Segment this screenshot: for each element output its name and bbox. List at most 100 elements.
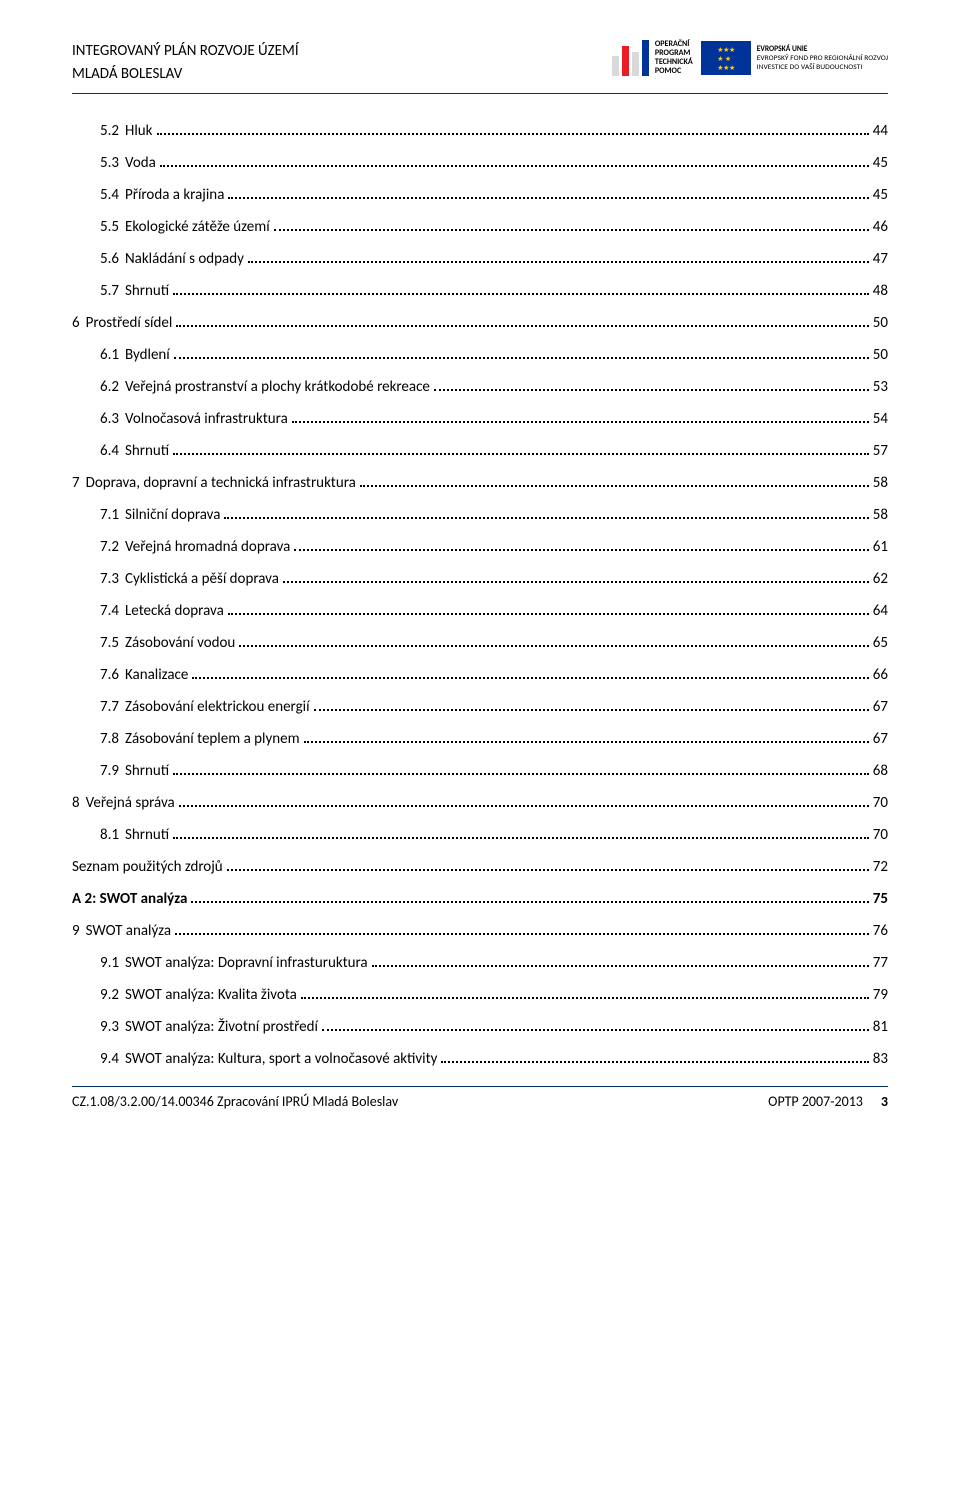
page-footer: CZ.1.08/3.2.00/14.00346 Zpracování IPRÚ … [72, 1093, 888, 1110]
toc-page: 50 [873, 346, 888, 364]
toc-leader-dots [176, 325, 868, 327]
toc-number: 7.9 [100, 762, 119, 780]
toc-leader-dots [160, 165, 869, 167]
toc-label: Doprava, dopravní a technická infrastruk… [86, 474, 356, 492]
toc-page: 76 [873, 922, 888, 940]
toc-row: 6.1 Bydlení 50 [72, 346, 888, 364]
toc-number: 5.5 [100, 218, 119, 236]
toc-leader-dots [179, 805, 869, 807]
toc-label: SWOT analýza: Kultura, sport a volnočaso… [125, 1050, 437, 1068]
toc-leader-dots [175, 933, 869, 935]
toc-label: Veřejná prostranství a plochy krátkodobé… [125, 378, 430, 396]
toc-number: 8.1 [100, 826, 119, 844]
toc-number: 7.1 [100, 506, 119, 524]
toc-page: 47 [873, 250, 888, 268]
toc-number: 6.2 [100, 378, 119, 396]
footer-page-number: 3 [881, 1093, 888, 1110]
toc-page: 50 [873, 314, 888, 332]
header-title-block: INTEGROVANÝ PLÁN ROZVOJE ÚZEMÍ MLADÁ BOL… [72, 40, 299, 85]
toc-row: 6Prostředí sídel50 [72, 314, 888, 332]
toc-row: 9SWOT analýza76 [72, 922, 888, 940]
toc-page: 45 [873, 186, 888, 204]
toc-label: Shrnutí [125, 282, 169, 300]
toc-page: 77 [873, 954, 888, 972]
toc-page: 44 [873, 122, 888, 140]
toc-leader-dots [228, 197, 868, 199]
toc-number: 7.8 [100, 730, 119, 748]
toc-page: 61 [873, 538, 888, 556]
footer-rule [72, 1086, 888, 1087]
footer-left: CZ.1.08/3.2.00/14.00346 Zpracování IPRÚ … [72, 1093, 398, 1110]
toc-row: Seznam použitých zdrojů72 [72, 858, 888, 876]
toc-label: SWOT analýza [86, 922, 171, 940]
toc-label: Zásobování teplem a plynem [125, 730, 300, 748]
toc-page: 58 [873, 506, 888, 524]
toc-leader-dots [441, 1061, 868, 1063]
eu-flag-icon: ★ ★ ★★ ★★ ★ ★ [701, 41, 751, 75]
toc-page: 70 [873, 826, 888, 844]
optp-logo: OPERAČNÍ PROGRAM TECHNICKÁ POMOC [612, 40, 693, 76]
toc-page: 81 [873, 1018, 888, 1036]
toc-number: 5.3 [100, 154, 119, 172]
toc-label: Hluk [125, 122, 153, 140]
toc-row: 9.3SWOT analýza: Životní prostředí81 [72, 1018, 888, 1036]
toc-leader-dots [322, 1029, 869, 1031]
toc-leader-dots [294, 549, 868, 551]
toc-leader-dots [191, 901, 868, 903]
toc-row: 7.8Zásobování teplem a plynem67 [72, 730, 888, 748]
toc-number: 7.5 [100, 634, 119, 652]
toc-row: 8.1 Shrnutí 70 [72, 826, 888, 844]
header-line1: INTEGROVANÝ PLÁN ROZVOJE ÚZEMÍ [72, 40, 299, 63]
toc-page: 62 [873, 570, 888, 588]
toc-row: 5.7Shrnutí48 [72, 282, 888, 300]
toc-page: 53 [873, 378, 888, 396]
toc-label: Shrnutí [125, 826, 169, 844]
toc-leader-dots [292, 421, 869, 423]
toc-row: 5.5Ekologické zátěže území46 [72, 218, 888, 236]
toc-row: 7Doprava, dopravní a technická infrastru… [72, 474, 888, 492]
toc-page: 48 [873, 282, 888, 300]
toc-row: 7.6Kanalizace66 [72, 666, 888, 684]
toc-leader-dots [360, 485, 869, 487]
toc-number: 5.6 [100, 250, 119, 268]
toc-page: 57 [873, 442, 888, 460]
toc-leader-dots [434, 389, 869, 391]
toc-page: 83 [873, 1050, 888, 1068]
toc-page: 67 [873, 698, 888, 716]
toc-row: 5.2Hluk44 [72, 122, 888, 140]
toc-label: Cyklistická a pěší doprava [125, 570, 279, 588]
toc-number: 6.1 [100, 346, 119, 364]
toc-label: Volnočasová infrastruktura [125, 410, 288, 428]
toc-row: 7.7Zásobování elektrickou energií67 [72, 698, 888, 716]
toc-page: 72 [873, 858, 888, 876]
toc-number: 5.4 [100, 186, 119, 204]
toc-label: Zásobování elektrickou energií [125, 698, 310, 716]
eu-logo: ★ ★ ★★ ★★ ★ ★ EVROPSKÁ UNIE EVROPSKÝ FON… [701, 41, 888, 75]
toc-number: 9.4 [100, 1050, 119, 1068]
toc-row: 7.3 Cyklistická a pěší doprava 62 [72, 570, 888, 588]
toc-row: 5.6Nakládání s odpady47 [72, 250, 888, 268]
toc-label: SWOT analýza: Kvalita života [125, 986, 297, 1004]
toc-leader-dots [314, 709, 869, 711]
toc-label: Kanalizace [125, 666, 188, 684]
toc-leader-dots [173, 837, 869, 839]
optp-bars-icon [612, 40, 649, 76]
toc-page: 46 [873, 218, 888, 236]
toc-label: Voda [125, 154, 156, 172]
toc-number: 7.4 [100, 602, 119, 620]
toc-label: Bydlení [125, 346, 170, 364]
toc-number: 6.3 [100, 410, 119, 428]
header-rule [72, 93, 888, 94]
toc-page: 64 [873, 602, 888, 620]
table-of-contents: 5.2Hluk445.3Voda455.4Příroda a krajina45… [72, 122, 888, 1068]
toc-row: 6.3 Volnočasová infrastruktura 54 [72, 410, 888, 428]
toc-label: Shrnutí [125, 442, 169, 460]
toc-number: 9.1 [100, 954, 119, 972]
toc-label: Zásobování vodou [125, 634, 235, 652]
toc-page: 54 [873, 410, 888, 428]
toc-row: 9.1SWOT analýza: Dopravní infrasturuktur… [72, 954, 888, 972]
toc-row: 9.4 SWOT analýza: Kultura, sport a volnoč… [72, 1050, 888, 1068]
toc-label: A 2: SWOT analýza [72, 890, 187, 908]
toc-leader-dots [372, 965, 869, 967]
toc-number: 7.3 [100, 570, 119, 588]
